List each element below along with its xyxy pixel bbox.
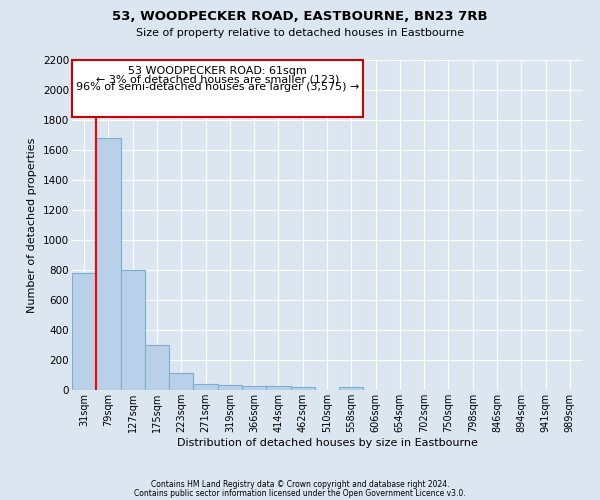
Bar [169,373,193,390]
Bar [72,273,96,390]
Bar [145,345,169,390]
Bar [242,386,266,390]
Text: Contains public sector information licensed under the Open Government Licence v3: Contains public sector information licen… [134,488,466,498]
Bar [266,386,290,390]
Text: 53, WOODPECKER ROAD, EASTBOURNE, BN23 7RB: 53, WOODPECKER ROAD, EASTBOURNE, BN23 7R… [112,10,488,23]
Bar [339,387,364,390]
Bar [218,385,242,390]
X-axis label: Distribution of detached houses by size in Eastbourne: Distribution of detached houses by size … [176,438,478,448]
Bar [290,387,315,390]
Y-axis label: Number of detached properties: Number of detached properties [28,138,37,312]
Text: 96% of semi-detached houses are larger (3,575) →: 96% of semi-detached houses are larger (… [76,82,359,92]
Text: ← 3% of detached houses are smaller (123): ← 3% of detached houses are smaller (123… [96,74,340,84]
FancyBboxPatch shape [72,60,364,117]
Bar [121,270,145,390]
Bar [193,384,218,390]
Text: 53 WOODPECKER ROAD: 61sqm: 53 WOODPECKER ROAD: 61sqm [128,66,307,76]
Bar [96,138,121,390]
Text: Contains HM Land Registry data © Crown copyright and database right 2024.: Contains HM Land Registry data © Crown c… [151,480,449,489]
Text: Size of property relative to detached houses in Eastbourne: Size of property relative to detached ho… [136,28,464,38]
